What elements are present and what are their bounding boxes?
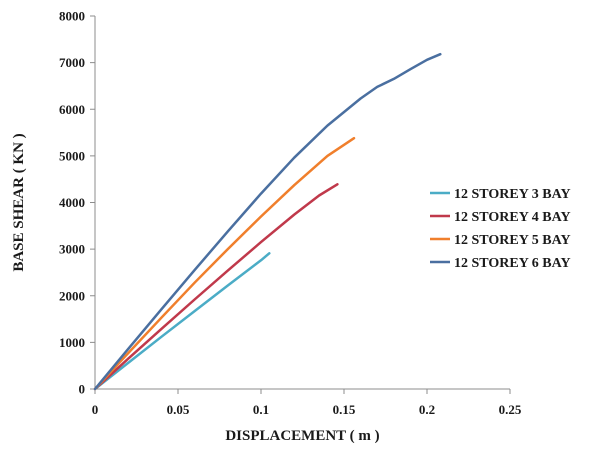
x-tick-label: 0.25 bbox=[499, 402, 522, 417]
series-line-4 bbox=[93, 52, 442, 391]
y-tick-label: 3000 bbox=[59, 242, 85, 257]
series-line-2 bbox=[93, 183, 339, 391]
y-tick-label: 6000 bbox=[59, 102, 85, 117]
legend-label: 12 STOREY 3 BAY bbox=[454, 187, 571, 202]
legend-label: 12 STOREY 5 BAY bbox=[454, 233, 571, 248]
y-tick-label: 2000 bbox=[59, 288, 85, 303]
y-tick-label: 5000 bbox=[59, 148, 85, 163]
x-tick-label: 0.15 bbox=[333, 402, 356, 417]
y-tick-label: 7000 bbox=[59, 55, 85, 70]
legend-label: 12 STOREY 6 BAY bbox=[454, 256, 571, 271]
y-axis-title: BASE SHEAR ( KN ) bbox=[11, 133, 27, 271]
legend-label: 12 STOREY 4 BAY bbox=[454, 210, 571, 225]
x-tick-label: 0.2 bbox=[419, 402, 435, 417]
axes bbox=[94, 16, 510, 390]
series-line-1 bbox=[93, 252, 271, 391]
x-tick-label: 0 bbox=[92, 402, 99, 417]
x-tick-label: 0.05 bbox=[167, 402, 190, 417]
legend: 12 STOREY 3 BAY 12 STOREY 4 BAY 12 STOREY … bbox=[430, 187, 571, 271]
series-line-3 bbox=[93, 136, 356, 391]
x-tick-label: 0.1 bbox=[253, 402, 269, 417]
x-axis-title: DISPLACEMENT ( m ) bbox=[225, 428, 379, 444]
y-tick-labels: 0 1000 2000 3000 4000 5000 6000 7000 8000 bbox=[59, 9, 95, 397]
x-tick-labels: 0 0.05 0.1 0.15 0.2 0.25 bbox=[92, 389, 522, 417]
y-tick-label: 0 bbox=[79, 382, 86, 397]
series-lines bbox=[93, 52, 442, 391]
y-tick-label: 4000 bbox=[59, 195, 85, 210]
y-tick-label: 1000 bbox=[59, 335, 85, 350]
y-tick-label: 8000 bbox=[59, 9, 85, 24]
